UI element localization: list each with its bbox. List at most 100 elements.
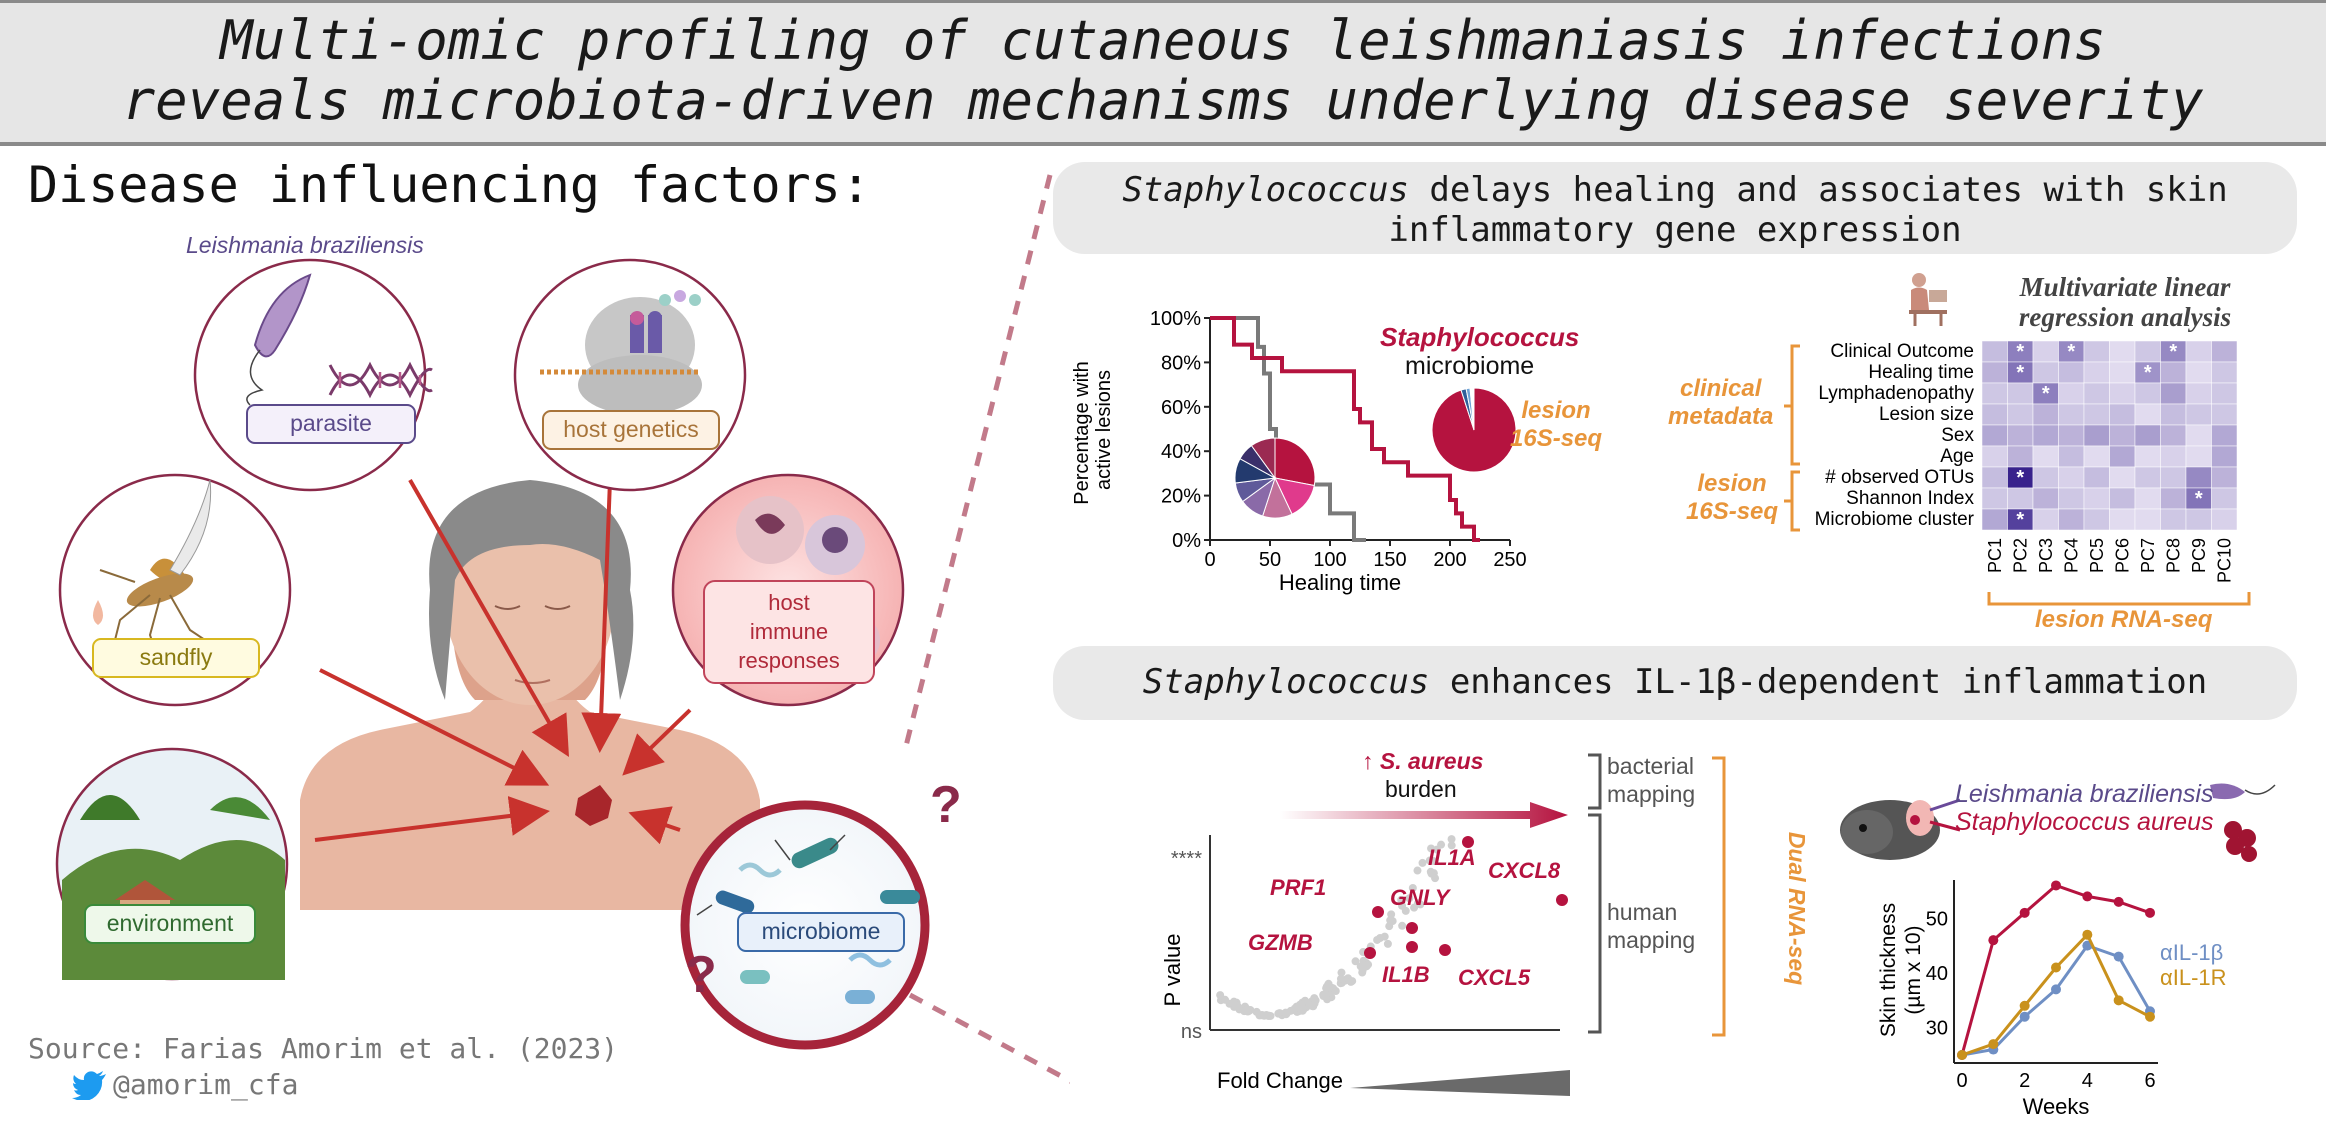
heatmap-cell [2058, 382, 2085, 405]
rnaseq-bracket [1987, 592, 2251, 606]
heatmap-cell [1981, 508, 2008, 531]
skin-y-tick-label: 40 [1926, 963, 1948, 985]
volcano-point [1290, 1004, 1299, 1013]
heatmap-cell [2032, 445, 2059, 468]
heatmap-col-label: PC7 [2138, 538, 2158, 573]
volcano-point [1427, 844, 1436, 853]
lesion-16s-line2: 16S-seq [1510, 425, 1603, 452]
heatmap-col-label: PC3 [2036, 538, 2056, 573]
burden-species-label: ↑ S. aureus [1362, 748, 1484, 774]
multivariate-title: Multivariate linear regression analysis [1975, 272, 2275, 332]
volcano-point [1274, 1009, 1283, 1018]
skin-series-point [2082, 929, 2093, 940]
volcano-highlight-point [1406, 922, 1418, 934]
heatmap-cell [2160, 403, 2187, 426]
volcano-point [1398, 921, 1407, 930]
volcano-point [1331, 987, 1340, 996]
volcano-point [1437, 840, 1446, 849]
heatmap-cell [2160, 424, 2187, 447]
heatmap-significance-star: * [2067, 341, 2075, 363]
heatmap-cell [2058, 445, 2085, 468]
skin-series-point [2051, 962, 2061, 973]
heatmap-cell [2032, 361, 2059, 384]
heatmap-significance-star: * [2016, 362, 2024, 384]
heatmap-cell [2083, 340, 2110, 363]
gene-label: IL1A [1428, 845, 1476, 870]
title-line-1: Multi-omic profiling of cutaneous leishm… [220, 9, 2106, 72]
heatmap-cell [2083, 487, 2110, 510]
heatmap-cell [2134, 424, 2161, 447]
source-text: Source: Farias Amorim et al. (2023) [28, 1032, 619, 1065]
host-genetics-circle [513, 258, 747, 492]
heatmap-cell [2058, 487, 2085, 510]
lesion-16s-group-label: lesion 16S-seq [1686, 470, 1778, 526]
multivariate-title-line1: Multivariate linear [2019, 272, 2231, 302]
gene-label: PRF1 [1270, 875, 1326, 900]
dual-rnaseq-label: Dual RNA-seq [1784, 831, 1811, 986]
heatmap-cell [2058, 361, 2085, 384]
heatmap-col-label: PC10 [2214, 538, 2234, 583]
volcano-point [1364, 960, 1373, 969]
volcano-point [1265, 1011, 1274, 1020]
host-immune-line-1: host [768, 590, 810, 615]
microbiome-link [908, 992, 1070, 1084]
volcano-point [1380, 932, 1389, 941]
heatmap-row-label: Sex [1941, 425, 1974, 446]
volcano-point [1429, 856, 1438, 865]
heatmap-cell [2211, 424, 2238, 447]
heatmap-cell [2211, 340, 2238, 363]
skin-series-point [2082, 891, 2093, 902]
skin-series-point [2051, 984, 2061, 995]
lesion-16s-group-line1: lesion [1697, 470, 1767, 497]
host-immune-line-3: responses [738, 648, 840, 673]
microbiome-label: microbiome [737, 912, 905, 952]
heatmap-cell [2134, 382, 2161, 405]
staph-pie-slice [1469, 387, 1475, 431]
survival-x-tick-label: 100 [1313, 549, 1346, 571]
environment-label: environment [84, 904, 256, 944]
gene-label: CXCL5 [1458, 965, 1531, 990]
gene-label: CXCL8 [1488, 858, 1561, 883]
skin-ylabel-2: (µm x 10) [1902, 925, 1925, 1014]
heatmap-cell [2109, 403, 2136, 426]
volcano-highlight-point [1372, 906, 1384, 918]
heatmap-cell [2058, 403, 2085, 426]
parasite-label: parasite [246, 404, 416, 444]
heatmap-cell [1981, 403, 2008, 426]
volcano-point [1337, 968, 1346, 977]
panel2-header: Staphylococcus enhances IL-1β-dependent … [1053, 646, 2297, 720]
question-mark-1: ? [930, 776, 962, 834]
heatmap-cell [2032, 424, 2059, 447]
mapping-brackets [1588, 753, 1602, 1034]
survival-y-tick-label: 60% [1161, 397, 1201, 419]
factors-illustration [55, 174, 1070, 1084]
species-label: Leishmania braziliensis [186, 232, 424, 258]
heatmap-cell [1981, 424, 2008, 447]
heatmap-cell [2185, 382, 2212, 405]
skin-thickness-chart: 30 40 50 0 2 4 6 Weeks Skin thickness (µm x 10) αI… [1877, 880, 2227, 1119]
skin-series-point [1988, 935, 1999, 946]
heatmap-cell [2185, 340, 2212, 363]
heatmap-cell [2211, 487, 2238, 510]
heatmap-cell [2185, 508, 2212, 531]
skin-legend-label: αIL-1β [2160, 940, 2223, 965]
volcano-point [1346, 977, 1355, 986]
volcano-y-tick-ns: ns [1181, 1021, 1202, 1043]
volcano-point [1397, 895, 1406, 904]
volcano-point [1336, 974, 1345, 983]
staph-label: Staphylococcus [1380, 322, 1580, 352]
heatmap-cell [2109, 466, 2136, 489]
host-immune-label: host immune responses [703, 580, 875, 684]
gene-label: GZMB [1248, 930, 1313, 955]
heatmap-col-label: PC4 [2061, 538, 2081, 573]
bacterial-mapping-line1: bacterial [1607, 753, 1694, 779]
mouse-label-staph: Staphylococcus aureus [1955, 808, 2214, 836]
survival-x-tick-label: 150 [1373, 549, 1406, 571]
skin-series-point [2019, 1000, 2030, 1011]
heatmap-cell [2211, 466, 2238, 489]
volcano-highlight-point [1439, 944, 1451, 956]
heatmap-cell [1981, 445, 2008, 468]
heatmap-cell [2007, 487, 2034, 510]
heatmap-cell [2083, 382, 2110, 405]
